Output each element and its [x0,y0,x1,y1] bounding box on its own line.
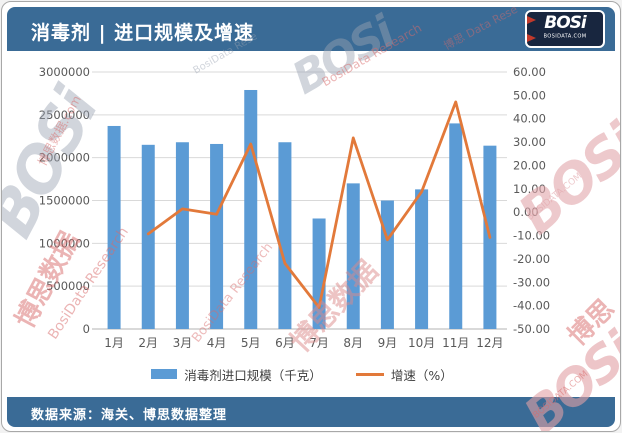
x-axis-label: 2月 [138,336,158,350]
bosi-logo: BOSi BOSIDATA.COM [525,10,605,48]
legend-line-swatch [355,372,384,376]
bar-4月 [210,143,224,329]
legend-label-import-scale: 消毒剂进口规模（千克） [184,367,322,383]
right-axis-tick-label: 50.00 [513,88,546,102]
x-axis-label: 7月 [309,336,329,350]
right-axis-tick-label: -50.00 [513,322,550,336]
left-axis-tick-label: 2500000 [39,108,90,122]
chart-legend: 消毒剂进口规模（千克） 增速（%） [97,364,507,384]
watermark-text: 博思数据 [10,227,86,334]
x-axis-label: 1月 [104,336,124,350]
right-axis-tick-label: 0.00 [513,205,539,219]
right-axis-tick-label: -30.00 [513,275,550,289]
bar-7月 [312,218,326,329]
x-axis-label: 3月 [173,336,193,350]
bar-8月 [346,183,360,329]
x-axis-label: 12月 [476,336,503,350]
right-axis-tick-label: -20.00 [513,252,550,266]
right-axis-tick-label: 20.00 [513,158,546,172]
bar-5月 [244,89,258,330]
logo-brand-text: BOSi [544,13,586,33]
bar-6月 [278,142,292,329]
legend-label-growth-rate: 增速（%） [390,367,453,383]
x-axis-label: 11月 [442,336,469,350]
growth-rate-line [146,100,492,309]
legend-bar-swatch [151,369,178,379]
data-source-text: 数据来源：海关、博思数据整理 [31,408,228,423]
right-axis-tick-label: 40.00 [513,112,546,126]
right-axis-tick-label: -40.00 [513,299,550,313]
left-axis-tick-label: 2000000 [39,151,90,165]
right-axis-tick-label: 60.00 [513,65,546,79]
legend-item-growth-rate: 增速（%） [355,365,453,384]
x-axis-label: 10月 [408,336,435,350]
watermark-text: 博思数据 [283,254,385,359]
left-axis-tick-label: 500000 [46,279,90,293]
bar-9月 [380,200,394,329]
watermark-text: BOSIDATA.COM [525,171,585,223]
left-axis-tick-label: 0 [83,322,90,336]
left-axis-tick-label: 1000000 [39,236,90,250]
watermark-text: 博思数据.com [35,93,84,169]
x-axis-label: 8月 [343,336,363,350]
watermark-text: BOSi [2,78,112,249]
bar-12月 [483,145,497,329]
page-title: 消毒剂 | 进口规模及增速 [31,22,255,44]
bar-1月 [107,125,121,329]
right-axis-tick-label: -10.00 [513,229,550,243]
watermark-text: BosiData Research [189,240,277,346]
bar-10月 [415,189,429,329]
logo-domain-text: BOSIDATA.COM [543,33,587,39]
left-axis-tick-label: 1500000 [39,194,90,208]
bar-3月 [175,142,189,329]
left-axis-tick-label: 3000000 [39,65,90,79]
watermark-text: BOSi [506,113,620,247]
header-bar: 消毒剂 | 进口规模及增速 BOSi BOSIDATA.COM [7,7,615,51]
right-axis-tick-label: 30.00 [513,135,546,149]
bar-11月 [449,123,463,330]
x-axis-label: 5月 [241,336,261,350]
x-axis-label: 6月 [275,336,295,350]
watermark-text: BosiData Research [45,224,132,343]
bar-2月 [141,144,155,329]
watermark-text: 博思 [562,293,620,352]
logo-triangle-icon [527,16,536,24]
right-axis-tick-label: 10.00 [513,182,546,196]
x-axis-label: 9月 [378,336,398,350]
x-axis-label: 4月 [207,336,227,350]
logo-triangle-icon [527,34,536,42]
legend-item-import-scale: 消毒剂进口规模（千克） [151,365,322,384]
footer-bar: 数据来源：海关、博思数据整理 [7,397,615,427]
